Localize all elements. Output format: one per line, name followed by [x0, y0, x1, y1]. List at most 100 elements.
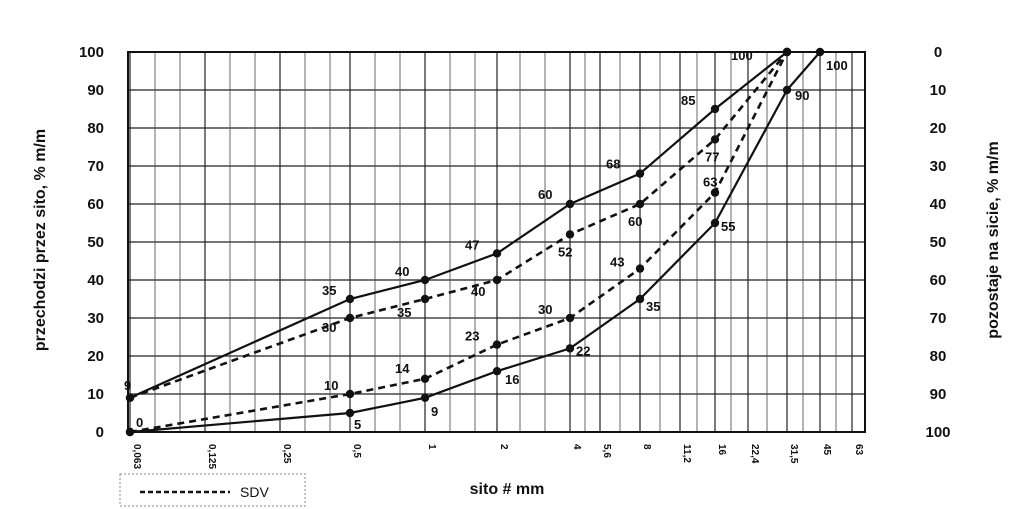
data-label: 22: [576, 343, 590, 358]
y-tick-label: 60: [87, 196, 104, 213]
data-label: 40: [395, 264, 409, 279]
data-point: [345, 408, 355, 418]
data-label: 35: [322, 283, 336, 298]
x-tick-label: 63: [853, 444, 864, 456]
data-point: [565, 344, 575, 353]
y2-tick-label: 60: [930, 272, 947, 289]
data-point: [635, 294, 645, 304]
y-tick-label: 100: [79, 44, 104, 61]
x-tick-label: 16: [716, 444, 727, 456]
data-point: [492, 249, 502, 258]
x-axis-title: sito # mm: [470, 481, 545, 498]
data-point: [635, 169, 645, 178]
data-point: [420, 275, 430, 285]
x-tick-label: 8: [641, 444, 652, 450]
data-point: [815, 47, 825, 57]
y-tick-label: 0: [96, 424, 104, 441]
data-point: [565, 313, 575, 323]
data-label: 9: [124, 378, 131, 393]
data-label: 10: [324, 378, 338, 393]
data-label: 60: [538, 187, 552, 202]
y-tick-label: 90: [87, 82, 104, 99]
data-label: 100: [731, 48, 753, 63]
y-tick-label: 30: [87, 310, 104, 327]
data-label: 63: [703, 175, 717, 190]
legend: SDV: [119, 473, 306, 507]
data-label: 43: [610, 255, 624, 270]
data-point: [492, 367, 502, 376]
data-label: 14: [395, 361, 410, 376]
x-tick-label: 5,6: [601, 444, 612, 458]
plot-frame: [127, 51, 866, 433]
data-point: [492, 340, 502, 349]
data-point: [782, 47, 792, 57]
data-point: [710, 188, 720, 197]
data-point: [345, 313, 355, 323]
data-label: 16: [505, 372, 519, 387]
data-label: 100: [826, 58, 848, 73]
data-point: [420, 374, 430, 383]
y-tick-label: 80: [87, 120, 104, 137]
data-label: 40: [471, 284, 485, 299]
data-label: 90: [795, 88, 809, 103]
data-point: [565, 199, 575, 209]
x-tick-label: 4: [571, 444, 582, 450]
data-point: [125, 427, 135, 437]
x-tick-label: 0,063: [131, 444, 142, 469]
dashed-series-line: [129, 51, 789, 400]
data-label: 35: [646, 299, 660, 314]
x-tick-label: 11,2: [681, 444, 692, 463]
data-label: 85: [681, 93, 695, 108]
data-point: [635, 199, 645, 209]
data-point: [125, 393, 135, 402]
y2-axis-title: pozostaje na sicie, % m/m: [985, 141, 1002, 338]
data-point: [345, 294, 355, 304]
y2-tick-label: 70: [930, 310, 947, 327]
solid-series-line: [129, 51, 788, 399]
data-label: 30: [538, 302, 552, 317]
data-label: 68: [606, 157, 620, 172]
data-label: 30: [322, 320, 336, 335]
data-label: 9: [431, 404, 438, 419]
plot-border: [127, 51, 866, 433]
data-point: [420, 393, 430, 402]
y2-tick-label: 20: [930, 120, 947, 137]
data-label: 5: [354, 417, 361, 432]
data-point: [710, 218, 720, 228]
data-label: 77: [705, 149, 719, 164]
y2-tick-label: 40: [930, 196, 947, 213]
data-point: [710, 104, 720, 114]
y2-tick-label: 0: [934, 44, 942, 61]
y-tick-label: 40: [87, 272, 104, 289]
data-point: [492, 275, 502, 285]
y-tick-label: 20: [87, 348, 104, 365]
x-tick-label: 1: [426, 444, 437, 450]
y2-tick-label: 80: [930, 348, 947, 365]
data-point: [710, 135, 720, 144]
legend-label: SDV: [240, 484, 269, 500]
data-label: 23: [465, 329, 479, 344]
x-tick-labels: 0,063 0,125 0,25 0,5 1 2 4 5,6 8 11,2 16 22,4 31,5 45…: [131, 444, 864, 469]
y2-tick-label: 30: [930, 158, 947, 175]
y2-tick-label: 50: [930, 234, 947, 251]
x-tick-label: 45: [821, 444, 832, 456]
y2-tick-label: 100: [925, 424, 950, 441]
data-point: [565, 230, 575, 239]
x-tick-label: 22,4: [749, 444, 760, 464]
data-label: 0: [136, 415, 143, 430]
data-label: 52: [558, 244, 572, 259]
data-point: [782, 85, 792, 95]
data-label: 60: [628, 214, 642, 229]
x-tick-label: 0,5: [351, 444, 362, 458]
y2-tick-label: 90: [930, 386, 947, 403]
x-tick-label: 31,5: [788, 444, 799, 464]
legend-box: [119, 473, 306, 507]
y-tick-label: 70: [87, 158, 104, 175]
y-axis-title: przechodzi przez sito, % m/m: [32, 129, 49, 351]
y-tick-labels: 0 10 20 30 40 50 60 70 80 90 100: [79, 44, 104, 441]
data-point: [420, 294, 430, 304]
x-tick-label: 0,25: [281, 444, 292, 464]
data-point: [345, 389, 355, 399]
